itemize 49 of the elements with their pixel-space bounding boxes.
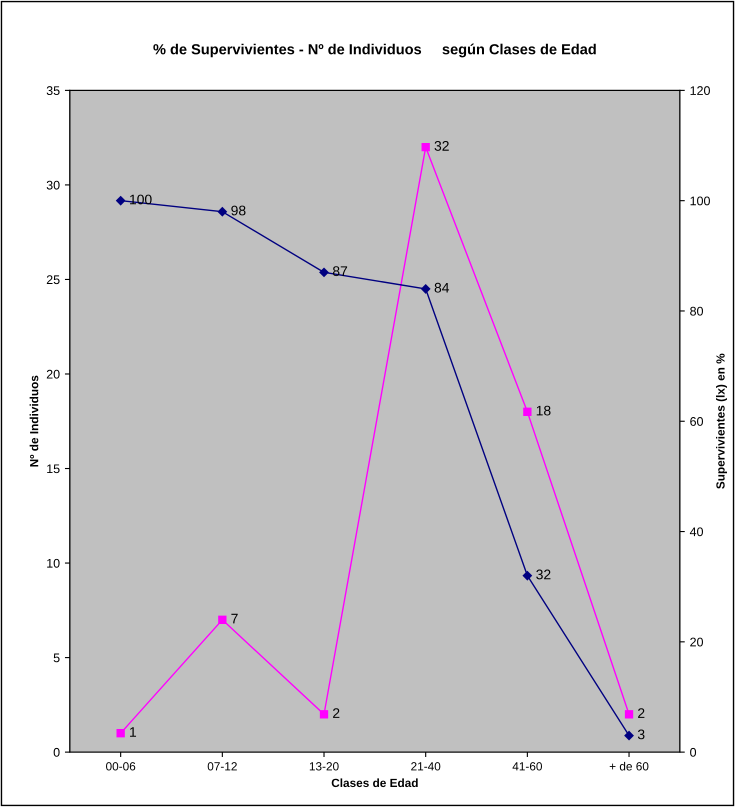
x-tick-label: 07-12	[208, 762, 237, 771]
point	[421, 284, 430, 294]
data-label: 87	[332, 266, 348, 276]
data-label: 98	[231, 206, 246, 216]
y-tick-label: 30	[46, 180, 60, 190]
data-label: 3	[638, 729, 644, 740]
point	[116, 729, 125, 738]
data-label: 18	[536, 406, 551, 416]
y2-tick-label: 100	[690, 196, 710, 206]
y-tick-label: 35	[46, 86, 60, 96]
y2-axis-title: Supervivientes (lx) en %	[716, 354, 728, 489]
point	[218, 616, 227, 624]
y-tick-label: 10	[47, 558, 60, 568]
point	[320, 710, 328, 718]
y2-tick-label: 80	[690, 306, 704, 316]
point	[624, 730, 634, 740]
data-label: 32	[434, 141, 449, 151]
chart-title: % de Supervivientes - Nº de Individuos según Clases de Edad	[153, 44, 596, 58]
point	[422, 142, 430, 152]
y2-tick-label: 20	[690, 638, 704, 646]
y-tick-label: 0	[54, 748, 60, 757]
y2-tick-label: 40	[690, 527, 704, 536]
y-axis-title: Nº de Individuos	[30, 376, 38, 467]
y2-tick-label: 60	[690, 417, 704, 426]
x-tick-label: 41-60	[512, 762, 542, 771]
x-tick-label: 13-20	[310, 762, 339, 771]
x-axis-title: Clases de Edad	[332, 778, 418, 788]
x-tick-label: + de 60	[610, 762, 648, 771]
point	[218, 207, 227, 216]
data-label: 100	[130, 194, 152, 204]
y-tick-label: 5	[54, 654, 60, 662]
y2-tick-label: 120	[690, 86, 710, 96]
data-label: 2	[333, 708, 340, 718]
data-label: 1	[130, 727, 136, 737]
y-tick-label: 15	[47, 464, 60, 474]
x-tick-label: 21-40	[411, 762, 440, 771]
point	[624, 710, 634, 718]
data-label: 2	[638, 708, 644, 718]
y-tick-label: 25	[46, 275, 60, 284]
point	[522, 571, 532, 580]
data-label: 32	[536, 570, 550, 580]
point	[319, 268, 329, 277]
data-label: 84	[434, 282, 450, 293]
x-tick-label: 00-06	[106, 762, 136, 771]
data-label: 7	[231, 614, 238, 624]
point	[523, 408, 532, 416]
point	[116, 196, 126, 206]
y2-tick-label: 0	[690, 748, 696, 757]
y-tick-label: 20	[46, 370, 60, 379]
